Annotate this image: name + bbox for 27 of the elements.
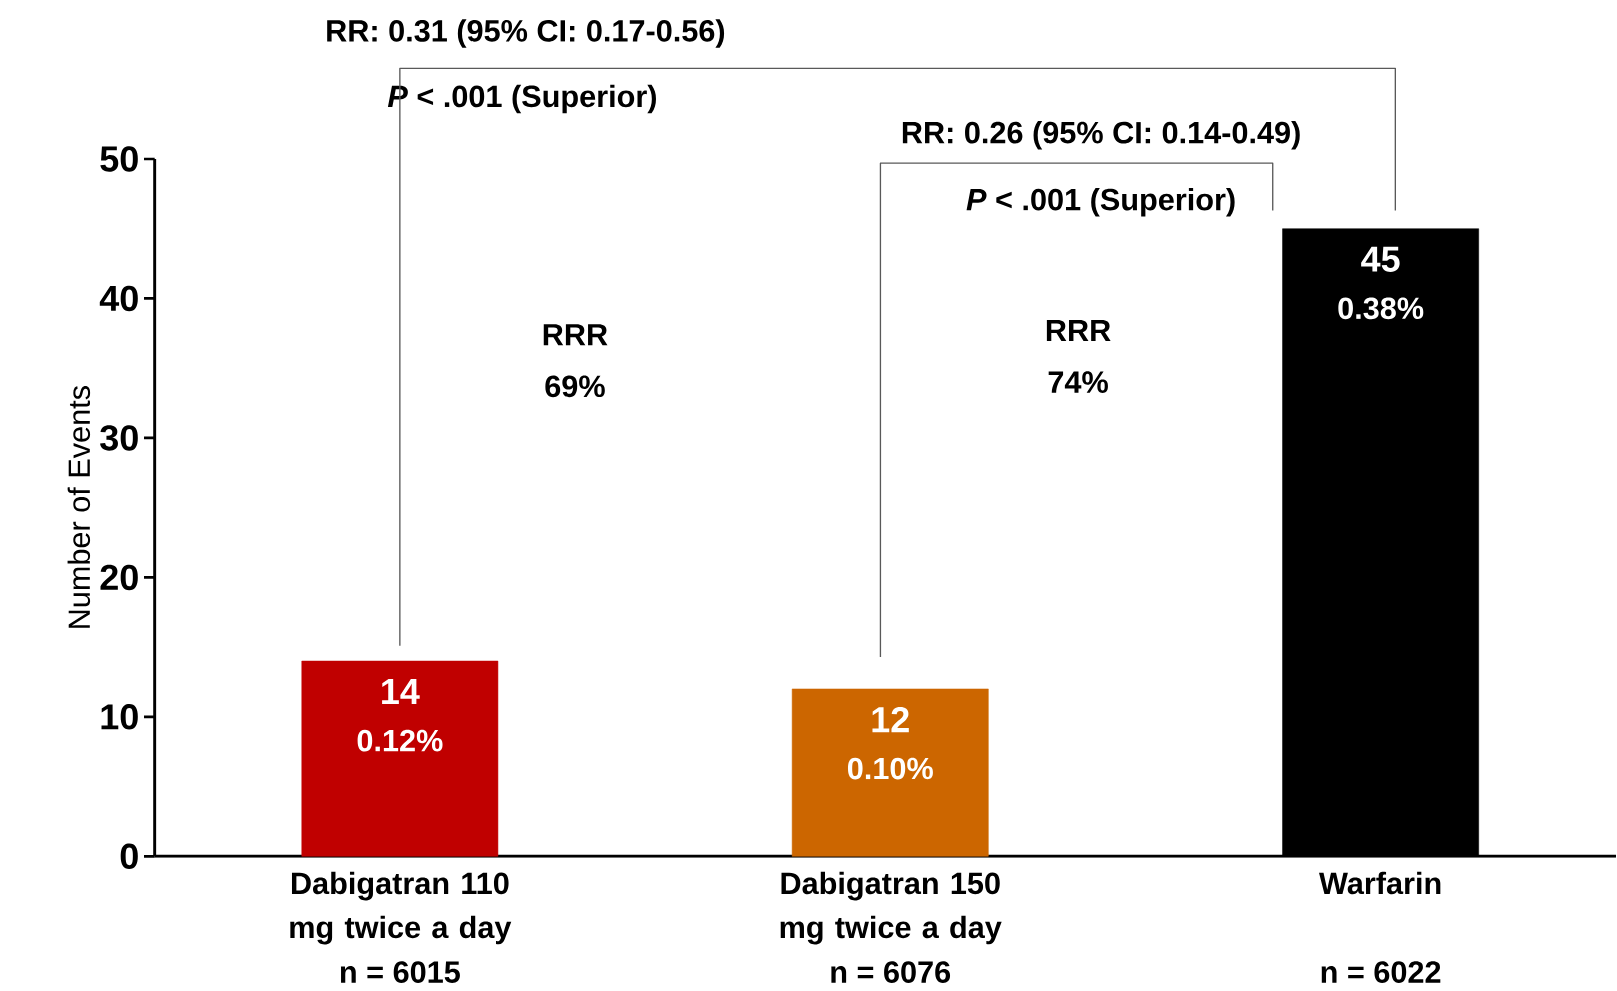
y-tick-label: 20 xyxy=(100,564,138,591)
y-axis-title: Number of Events xyxy=(67,386,91,628)
bar xyxy=(791,688,989,857)
text: P < .001 (Superior) xyxy=(387,84,656,114)
annotation: 74% xyxy=(1048,371,1108,393)
text: RR: 0.31 (95% CI: 0.17-0.56) xyxy=(327,19,725,48)
text: RR: 0.26 (95% CI: 0.14-0.49) xyxy=(902,120,1300,150)
y-tick-label: 50 xyxy=(100,146,138,172)
annotation: RRR xyxy=(1046,319,1111,342)
text: n = 6015 xyxy=(340,961,460,983)
y-tick-label: 10 xyxy=(101,704,138,730)
data-label: 12 xyxy=(872,707,909,733)
annotation: 0.12% xyxy=(357,729,443,752)
text: n = 6022 xyxy=(1321,961,1441,983)
annotation: 0.10% xyxy=(847,757,933,780)
annotation: 69% xyxy=(545,375,605,398)
annotation: 0.38% xyxy=(1338,297,1424,320)
x-tick-label: Warfarin xyxy=(1319,871,1441,895)
data-label: 14 xyxy=(382,679,420,704)
data-label: 45 xyxy=(1361,246,1400,272)
y-tick-label: 30 xyxy=(100,425,138,451)
y-tick-label: 40 xyxy=(99,285,138,312)
bar xyxy=(301,660,499,857)
annotation: P < .001 (Superior) xyxy=(966,187,1235,217)
text: n = 6076 xyxy=(831,961,951,983)
annotation: RRR xyxy=(543,324,608,346)
y-tick-label: 0 xyxy=(120,843,138,870)
